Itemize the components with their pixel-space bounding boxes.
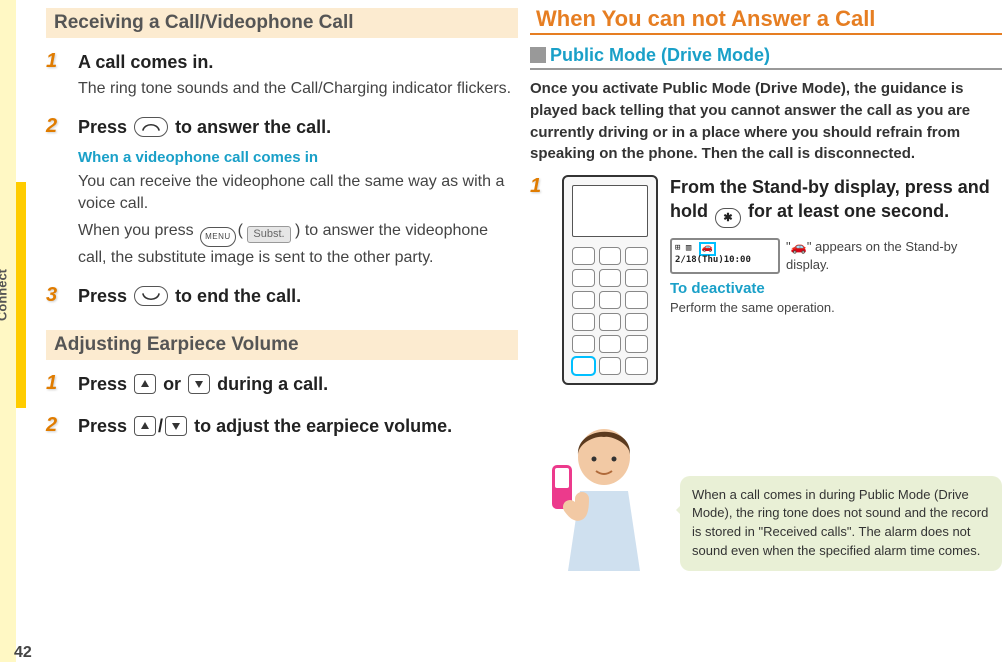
- lead-text: Once you activate Public Mode (Drive Mod…: [530, 78, 1002, 165]
- down-key-icon: [165, 416, 187, 436]
- step: 1 A call comes in. The ring tone sounds …: [46, 50, 518, 101]
- t: ⊞ ▥: [675, 243, 691, 253]
- car-icon: 🚗: [791, 239, 807, 254]
- offhook-key-icon: [134, 117, 168, 137]
- deactivate-body: Perform the same operation.: [670, 299, 1002, 317]
- step-title: Press / to adjust the earpiece volume.: [78, 414, 518, 438]
- tip-speech-bubble: When a call comes in during Public Mode …: [680, 476, 1002, 571]
- step-title: Press or during a call.: [78, 372, 518, 396]
- content-columns: Receiving a Call/Videophone Call 1 A cal…: [46, 0, 1002, 662]
- deactivate-heading: To deactivate: [670, 280, 1002, 297]
- step: 1 From the Stand-by display, pre: [530, 175, 1002, 385]
- tip-row: When a call comes in during Public Mode …: [530, 411, 1002, 571]
- step-text: When you press MENU ( Subst. ) to answer…: [78, 220, 518, 270]
- t: to end the call.: [175, 286, 301, 306]
- page-number: 42: [14, 644, 32, 662]
- onhook-key-icon: [134, 286, 168, 306]
- right-column: When You can not Answer a Call Public Mo…: [530, 0, 1002, 662]
- menu-key-icon: MENU: [200, 227, 236, 247]
- phone-illustration: [562, 175, 658, 385]
- t: Public Mode (Drive Mode): [550, 45, 770, 65]
- step-number: 2: [46, 414, 68, 442]
- step-title: From the Stand-by display, press and hol…: [670, 175, 1002, 228]
- side-tab-label: Connect: [0, 269, 10, 321]
- step-number: 1: [46, 372, 68, 400]
- step-body: Press or during a call.: [78, 372, 518, 400]
- step-number: 3: [46, 284, 68, 312]
- t: Press: [78, 416, 132, 436]
- step: 2 Press / to adjust the earpiece volume.: [46, 414, 518, 442]
- t: 2/18(Thu)10:00: [675, 256, 775, 266]
- tip-text: When a call comes in during Public Mode …: [692, 487, 988, 559]
- public-mode-heading: Public Mode (Drive Mode): [530, 45, 1002, 70]
- step-body: Press to answer the call. When a videoph…: [78, 115, 518, 270]
- standby-note: ⊞ ▥ 🚗 2/18(Thu)10:00 "🚗" appears on the …: [670, 238, 1002, 274]
- t: or: [163, 374, 186, 394]
- step-number: 2: [46, 115, 68, 270]
- step-number: 1: [530, 175, 552, 385]
- left-column: Receiving a Call/Videophone Call 1 A cal…: [46, 0, 518, 662]
- square-bullet-icon: [530, 47, 546, 63]
- step-text: The ring tone sounds and the Call/Chargi…: [78, 78, 518, 101]
- t: Press: [78, 286, 132, 306]
- up-key-icon: [134, 416, 156, 436]
- star-key-highlight: [572, 357, 595, 375]
- drive-right: From the Stand-by display, press and hol…: [670, 175, 1002, 317]
- down-key-icon: [188, 374, 210, 394]
- side-tab: Connect: [0, 182, 26, 408]
- step: 2 Press to answer the call. When a video…: [46, 115, 518, 270]
- section-receiving-call: Receiving a Call/Videophone Call: [46, 8, 518, 38]
- step-title: Press to end the call.: [78, 284, 518, 308]
- t: to adjust the earpiece volume.: [194, 416, 452, 436]
- standby-display-mini: ⊞ ▥ 🚗 2/18(Thu)10:00: [670, 238, 780, 274]
- softkey-subst: Subst.: [247, 226, 290, 243]
- star-key-icon: ✱: [715, 208, 741, 228]
- step-title: A call comes in.: [78, 50, 518, 74]
- t: to answer the call.: [175, 117, 331, 137]
- step-body: Press to end the call.: [78, 284, 518, 312]
- step-text: You can receive the videophone call the …: [78, 171, 518, 216]
- sub-heading: When a videophone call comes in: [78, 147, 518, 168]
- phone-screen: [572, 185, 648, 237]
- step-title: Press to answer the call.: [78, 115, 518, 139]
- phone-keypad: [572, 247, 648, 371]
- menu-key-label: MENU: [205, 232, 231, 241]
- t: during a call.: [217, 374, 328, 394]
- step-body: A call comes in. The ring tone sounds an…: [78, 50, 518, 101]
- t: for at least one second.: [748, 201, 949, 221]
- step: 1 Press or during a call.: [46, 372, 518, 400]
- t: ✱: [723, 212, 732, 224]
- t: Press: [78, 374, 132, 394]
- car-icon: 🚗: [699, 242, 716, 256]
- t: When you press: [78, 222, 198, 239]
- note-text: "🚗" appears on the Stand-by display.: [786, 238, 1002, 273]
- t: /: [158, 416, 163, 436]
- person-illustration: [530, 411, 670, 571]
- main-heading: When You can not Answer a Call: [530, 4, 1002, 35]
- t: " appears on the Stand-by display.: [786, 239, 957, 272]
- step-body: Press / to adjust the earpiece volume.: [78, 414, 518, 442]
- section-adjust-volume: Adjusting Earpiece Volume: [46, 330, 518, 360]
- step-number: 1: [46, 50, 68, 101]
- t: Press: [78, 117, 132, 137]
- up-key-icon: [134, 374, 156, 394]
- drive-row: From the Stand-by display, press and hol…: [562, 175, 1002, 385]
- step: 3 Press to end the call.: [46, 284, 518, 312]
